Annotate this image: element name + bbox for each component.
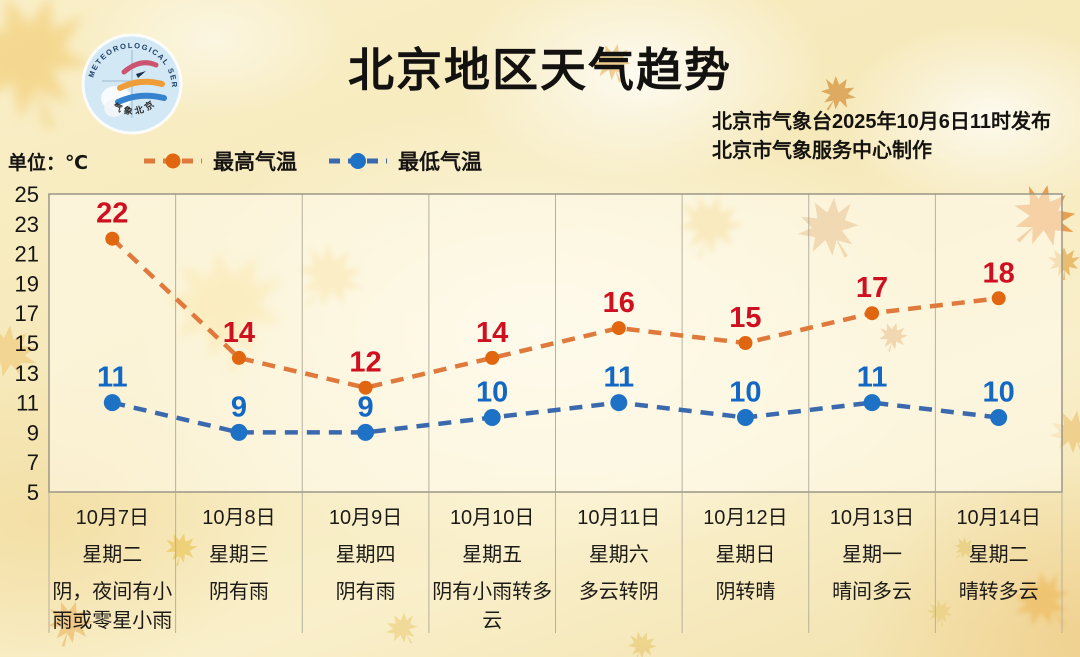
data-point	[863, 394, 881, 412]
weather-label: 云	[482, 610, 502, 632]
issued-info: 北京市气象台2025年10月6日11时发布 北京市气象服务中心制作	[712, 108, 1051, 166]
date-label: 10月11日	[577, 507, 660, 529]
weekday-label: 星期六	[589, 543, 649, 566]
y-axis-tick: 5	[27, 480, 39, 505]
data-point	[736, 409, 754, 426]
data-point	[105, 231, 120, 246]
date-label: 10月12日	[703, 507, 788, 529]
legend-item-high: 最高气温	[142, 146, 297, 176]
beijing-meteorological-service-logo: METEOROLOGICAL SERVICE 气象北京	[80, 32, 183, 135]
y-axis-tick: 19	[15, 271, 39, 296]
weekday-label: 星期二	[969, 544, 1029, 566]
value-label: 11	[603, 362, 634, 394]
data-point	[485, 350, 500, 365]
weather-label: 晴转多云	[959, 580, 1039, 603]
weather-label: 阴转晴	[715, 580, 775, 603]
y-axis-tick: 7	[27, 450, 39, 475]
data-point	[738, 336, 753, 350]
data-point	[357, 423, 375, 441]
legend-item-low: 最低气温	[327, 146, 482, 176]
data-point	[231, 350, 246, 365]
value-label: 10	[476, 377, 508, 409]
issued-line-2: 北京市气象服务中心制作	[712, 140, 932, 162]
weekday-label: 星期二	[82, 544, 142, 566]
date-label: 10月14日	[956, 507, 1041, 529]
y-axis-tick: 15	[15, 331, 39, 356]
weekday-label: 星期四	[336, 544, 396, 566]
y-axis-tick: 25	[15, 182, 39, 207]
value-label: 14	[476, 317, 508, 349]
weather-label: 阴有雨	[336, 580, 396, 603]
value-label: 9	[357, 391, 373, 423]
value-label: 10	[729, 377, 761, 409]
page-title: 北京地区天气趋势	[348, 44, 732, 96]
data-point	[991, 291, 1006, 306]
value-label: 22	[96, 198, 128, 230]
data-point	[358, 380, 373, 395]
y-axis-tick: 11	[16, 391, 39, 416]
value-label: 16	[603, 287, 635, 319]
issued-line-1: 北京市气象台2025年10月6日11时发布	[712, 111, 1052, 133]
data-point	[611, 321, 626, 336]
weekday-label: 星期五	[462, 544, 522, 566]
unit-label: 单位：℃	[8, 153, 89, 174]
y-axis-tick: 23	[15, 212, 39, 237]
series-line	[110, 237, 999, 391]
weekday-label: 星期日	[715, 544, 775, 566]
value-label: 14	[223, 317, 255, 349]
value-label: 10	[983, 377, 1015, 409]
low-temp-line-icon	[329, 153, 387, 169]
value-label: 11	[857, 362, 888, 394]
weather-label: 阴，夜间有小	[52, 580, 172, 603]
weather-label: 阴有雨	[209, 580, 269, 603]
weather-label: 雨或零星小雨	[52, 609, 172, 632]
weekday-label: 星期一	[842, 544, 902, 566]
weekday-label: 星期三	[209, 544, 269, 566]
chart-legend: 最高气温 最低气温	[142, 146, 482, 176]
data-point	[990, 409, 1008, 426]
value-label: 15	[729, 302, 761, 334]
weather-label: 多云转阴	[579, 580, 659, 603]
value-label: 18	[983, 257, 1015, 289]
value-label: 11	[97, 362, 128, 394]
y-axis-tick: 13	[15, 361, 39, 386]
date-label: 10月10日	[450, 507, 535, 529]
y-axis-tick: 21	[15, 242, 39, 267]
legend-label-high: 最高气温	[213, 151, 297, 174]
data-point	[483, 409, 501, 426]
date-label: 10月8日	[202, 507, 275, 529]
date-label: 10月7日	[76, 507, 149, 529]
weather-label: 晴间多云	[832, 580, 912, 603]
value-label: 12	[349, 347, 381, 379]
data-point	[865, 306, 880, 321]
high-temp-line-icon	[144, 153, 202, 169]
data-point	[103, 394, 121, 412]
value-label: 9	[231, 391, 247, 423]
legend-label-low: 最低气温	[398, 151, 482, 174]
series-line	[111, 400, 999, 435]
data-point	[230, 423, 248, 441]
y-axis-tick: 9	[27, 420, 39, 445]
y-axis-tick: 17	[15, 301, 39, 326]
weather-label: 阴有小雨转多	[432, 580, 552, 603]
date-label: 10月13日	[830, 507, 915, 529]
data-point	[610, 394, 628, 412]
value-label: 17	[856, 272, 888, 304]
date-label: 10月9日	[329, 507, 402, 529]
